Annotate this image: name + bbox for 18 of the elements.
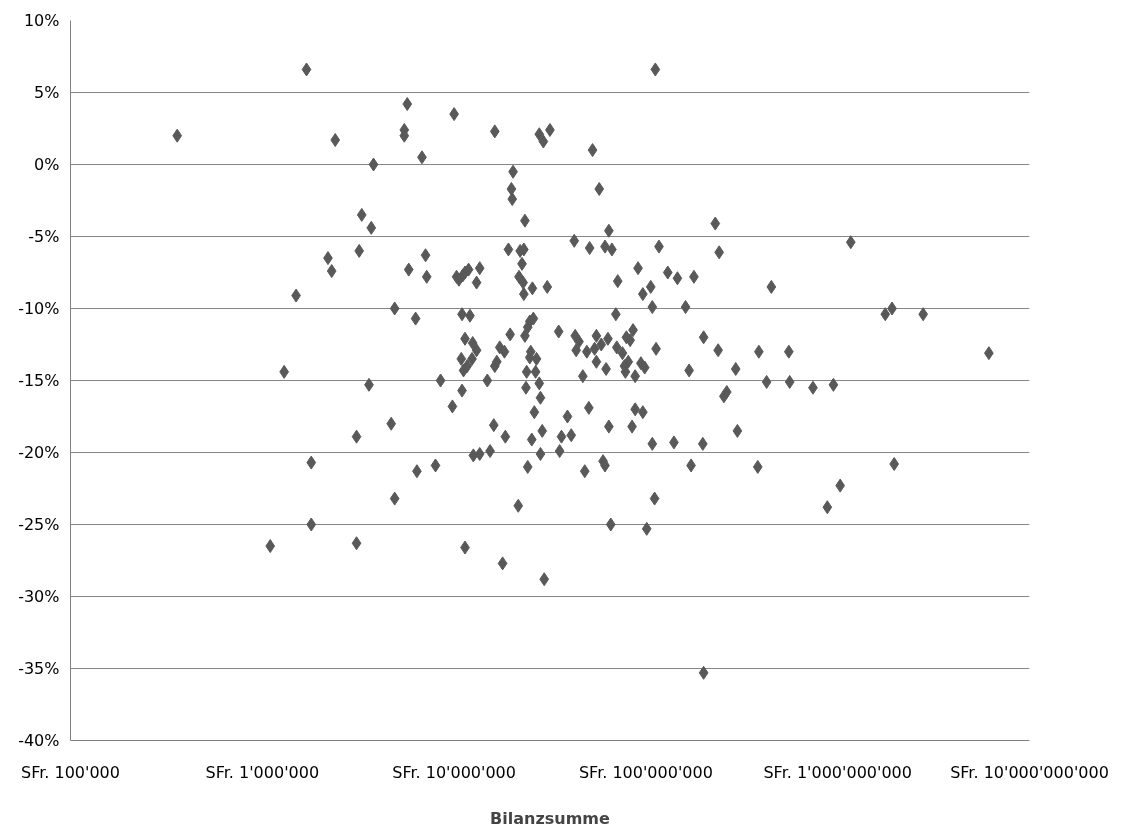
x-tick-label: SFr. 100'000 [21, 762, 120, 782]
x-tick-label: SFr. 100'000'000 [578, 762, 713, 782]
x-tick-label: SFr. 1'000'000'000 [763, 762, 912, 782]
y-tick-label: -40% [18, 731, 60, 750]
y-tick-label: -35% [18, 659, 60, 678]
y-tick-label: 5% [34, 83, 60, 102]
x-tick-label: SFr. 10'000'000'000 [950, 762, 1109, 782]
y-tick-label: -5% [28, 227, 60, 246]
y-tick-label: -30% [18, 587, 60, 606]
y-tick-label: -25% [18, 515, 60, 534]
x-axis-title: Bilanzsumme [490, 808, 611, 828]
x-tick-label: SFr. 1'000'000 [205, 762, 320, 782]
y-tick-label: 0% [34, 155, 60, 174]
y-tick-label: -10% [18, 299, 60, 318]
y-tick-label: -15% [18, 371, 60, 390]
y-tick-label: 10% [23, 11, 60, 30]
x-tick-label: SFr. 10'000'000 [392, 762, 516, 782]
y-tick-label: -20% [18, 443, 60, 462]
